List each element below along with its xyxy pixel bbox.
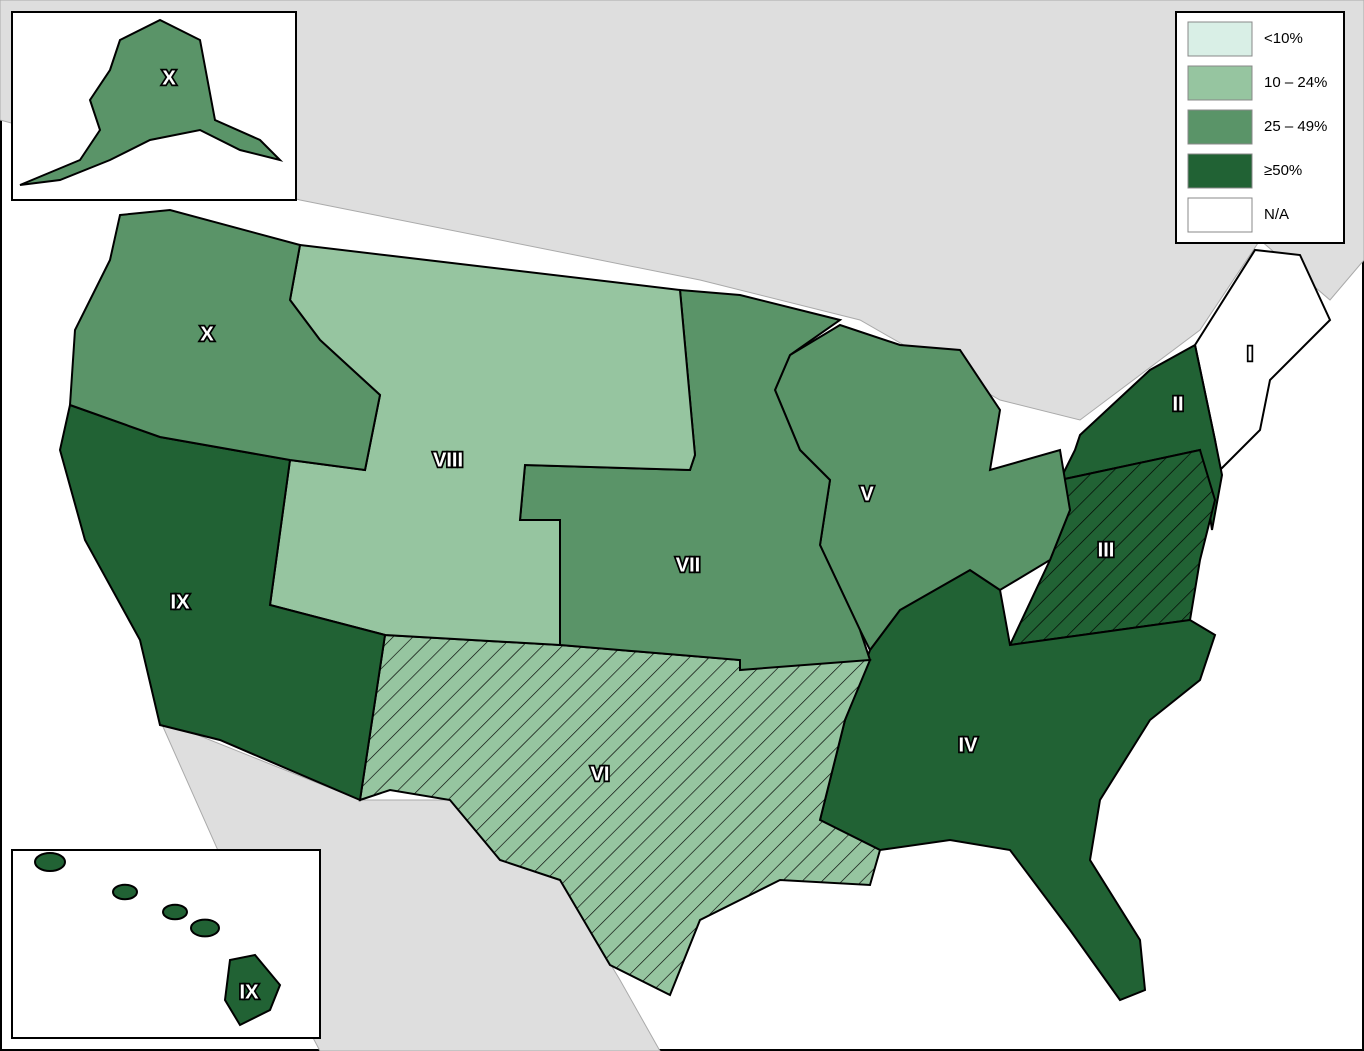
region-label: III <box>1098 539 1115 561</box>
island <box>112 883 138 901</box>
legend-label: N/A <box>1264 206 1289 223</box>
insets: X IX <box>19 18 284 1027</box>
canada <box>0 0 1364 421</box>
legend-swatch <box>1187 197 1253 233</box>
legend-label: ≥50% <box>1264 162 1302 179</box>
region-label: VIII <box>433 449 463 471</box>
region-hatch <box>1010 450 1215 645</box>
legend-swatch <box>1187 109 1253 145</box>
region <box>68 208 382 472</box>
inset-label: X <box>162 67 176 89</box>
inset-region <box>19 18 284 186</box>
region-label: VII <box>676 554 700 576</box>
inset-region <box>223 953 282 1027</box>
legend-swatch <box>1187 65 1253 101</box>
legend-label: 25 – 49% <box>1264 118 1327 135</box>
region <box>818 568 1217 1002</box>
region-label: X <box>200 323 214 345</box>
hawaii-inset <box>11 849 321 1039</box>
region-label: V <box>860 483 874 505</box>
region <box>1058 343 1224 531</box>
legend-label: 10 – 24% <box>1264 74 1327 91</box>
inset-label: IX <box>240 981 260 1003</box>
island <box>190 918 220 938</box>
region-label: IV <box>959 734 979 756</box>
legend-label: <10% <box>1264 30 1303 47</box>
legend-swatch <box>1187 153 1253 189</box>
legend-items: <10% 10 – 24% 25 – 49% ≥50% N/A <box>1187 21 1327 233</box>
region-hatch <box>360 635 880 995</box>
island <box>34 852 66 872</box>
regions <box>58 208 1332 1002</box>
region-label: II <box>1172 393 1183 415</box>
region-label: IX <box>171 591 191 613</box>
island <box>162 903 188 921</box>
region-label: VI <box>591 763 610 785</box>
legend-swatch <box>1187 21 1253 57</box>
region-label: I <box>1247 343 1253 365</box>
